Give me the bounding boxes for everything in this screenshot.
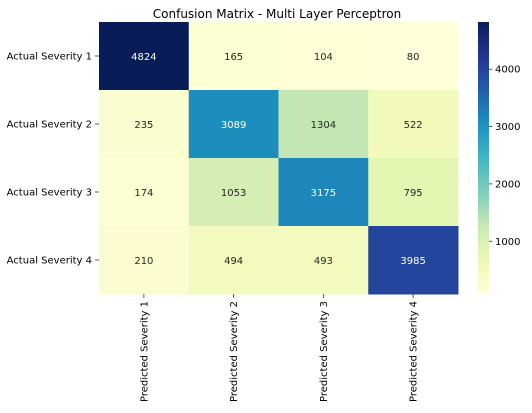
cell-value-label: 494 [224,256,243,267]
row-label: Actual Severity 3 [7,188,92,199]
cell-value-label: 3175 [311,188,336,199]
col-label: Predicted Severity 1 [139,301,150,402]
cell-value-label: 1304 [311,120,336,131]
heatmap-cell [188,158,279,227]
cell-value-label: 174 [134,188,153,199]
heatmap-cell [99,90,190,159]
heatmap-cell [278,226,369,295]
cell-value-label: 795 [404,188,423,199]
cell-value-label: 493 [314,256,333,267]
col-label: Predicted Severity 4 [409,301,420,402]
cell-value-label: 235 [134,120,153,131]
col-label: Predicted Severity 2 [229,301,240,402]
heatmap-cell [278,22,369,91]
heatmap-cell [278,158,369,227]
heatmap-cell [368,22,459,91]
row-label: Actual Severity 4 [7,256,92,267]
row-labels: Actual Severity 1 Actual Severity 2 Actual… [7,52,99,267]
colorbar-ticks: 1000 2000 3000 4000 [489,65,520,248]
heatmap-cell [188,226,279,295]
colorbar [478,22,489,294]
heatmap-cell [99,158,190,227]
heatmap-cell [188,22,279,91]
heatmap-cell [368,90,459,159]
cell-value-label: 522 [404,120,423,131]
heatmap-cell [99,22,190,91]
cell-value-label: 1053 [221,188,246,199]
heatmap-cell [368,158,459,227]
cell-value-label: 210 [134,256,153,267]
col-label: Predicted Severity 3 [319,301,330,402]
cell-value-label: 104 [314,52,333,63]
colorbar-tick-label: 4000 [495,65,520,76]
heatmap-cell [368,226,459,295]
chart-title: Confusion Matrix - Multi Layer Perceptro… [153,7,401,21]
heatmap-cell [99,226,190,295]
cell-value-label: 3089 [221,120,246,131]
heatmap-cell [188,90,279,159]
colorbar-tick-label: 1000 [495,237,520,248]
row-label: Actual Severity 2 [7,120,92,131]
heatmap-cell [278,90,369,159]
cell-value-label: 3985 [400,256,425,267]
cell-value-label: 165 [224,52,243,63]
colorbar-tick-label: 2000 [495,179,520,190]
cell-value-label: 4824 [131,52,156,63]
col-labels: Predicted Severity 1 Predicted Severity 2… [139,294,420,402]
row-label: Actual Severity 1 [7,52,92,63]
heatmap-cells: 4824 165 104 80 235 3089 1304 522 174 1053 3175 795… [99,22,459,295]
cell-value-label: 80 [407,52,420,63]
colorbar-tick-label: 3000 [495,122,520,133]
